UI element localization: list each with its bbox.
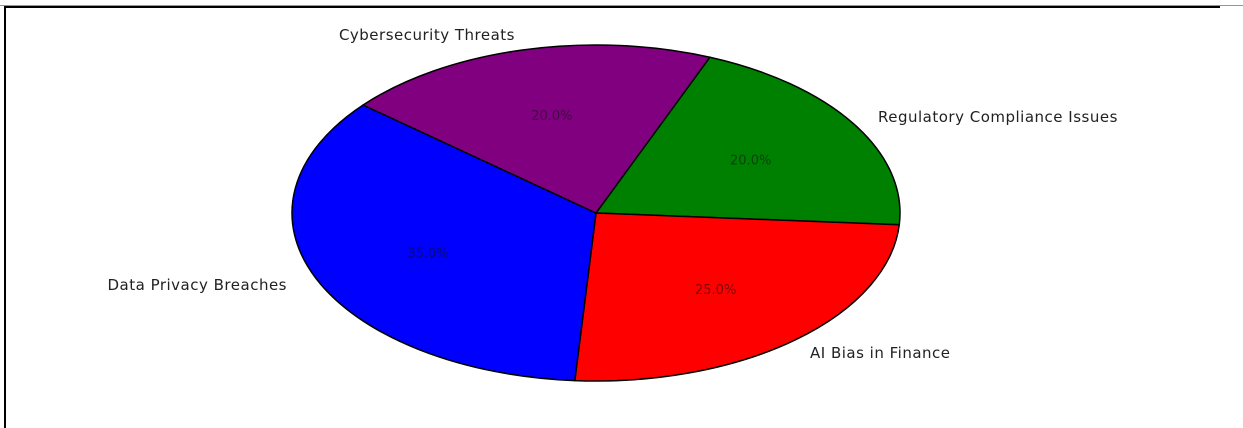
- pie-slices: [291, 44, 901, 382]
- slice-name-label: AI Bias in Finance: [810, 344, 951, 362]
- percent-label: 25.0%: [695, 283, 736, 298]
- slice-name-label: Cybersecurity Threats: [339, 26, 515, 44]
- pie-slice-cybersecurity-threats: [361, 44, 712, 214]
- pie-slice-data-privacy-breaches: [291, 104, 597, 382]
- percent-labels: 20.0% 25.0% 35.0% 20.0%: [407, 109, 771, 298]
- figure-frame: [4, 6, 1220, 428]
- percent-label: 20.0%: [730, 154, 771, 169]
- percent-label: 35.0%: [407, 246, 448, 261]
- pie-slice-ai-bias-in-finance: [573, 212, 901, 382]
- pie-slice-regulatory-compliance-issues: [594, 56, 901, 226]
- slice-name-label: Regulatory Compliance Issues: [878, 108, 1118, 126]
- percent-label: 20.0%: [531, 109, 572, 124]
- top-rule: [0, 5, 1243, 6]
- slice-labels: Regulatory Compliance Issues AI Bias in F…: [107, 26, 1117, 362]
- slice-name-label: Data Privacy Breaches: [107, 276, 287, 294]
